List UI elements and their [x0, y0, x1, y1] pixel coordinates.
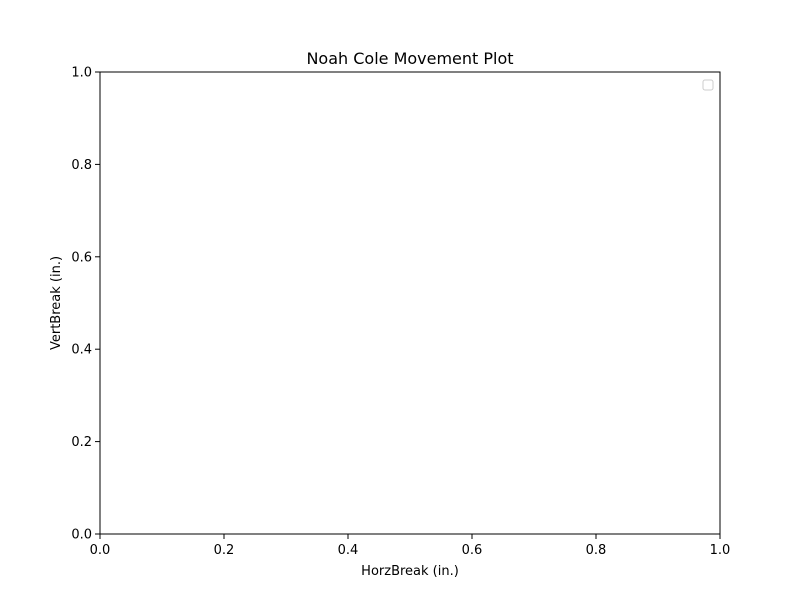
plot-area: [99, 71, 721, 535]
y-tick-label: 0.4: [71, 343, 92, 358]
y-tick-label: 0.0: [71, 528, 92, 543]
legend-box: [702, 79, 714, 91]
x-tick-label: 0.2: [214, 543, 235, 558]
x-tick-label: 0.8: [586, 543, 607, 558]
y-tick-label: 0.2: [71, 435, 92, 450]
x-tick-label: 0.0: [90, 543, 111, 558]
y-tick-label: 0.8: [71, 158, 92, 173]
x-axis: 0.0 0.2 0.4 0.6 0.8 1.0: [90, 534, 731, 558]
y-axis: 0.0 0.2 0.4 0.6 0.8 1.0: [71, 66, 100, 543]
y-tick-label: 0.6: [71, 250, 92, 265]
x-tick-label: 1.0: [710, 543, 731, 558]
x-axis-label: HorzBreak (in.): [361, 564, 459, 579]
x-tick-label: 0.4: [338, 543, 359, 558]
chart-title: Noah Cole Movement Plot: [306, 49, 513, 68]
y-axis-label: VertBreak (in.): [49, 256, 64, 350]
x-tick-label: 0.6: [462, 543, 483, 558]
y-tick-label: 1.0: [71, 66, 92, 81]
